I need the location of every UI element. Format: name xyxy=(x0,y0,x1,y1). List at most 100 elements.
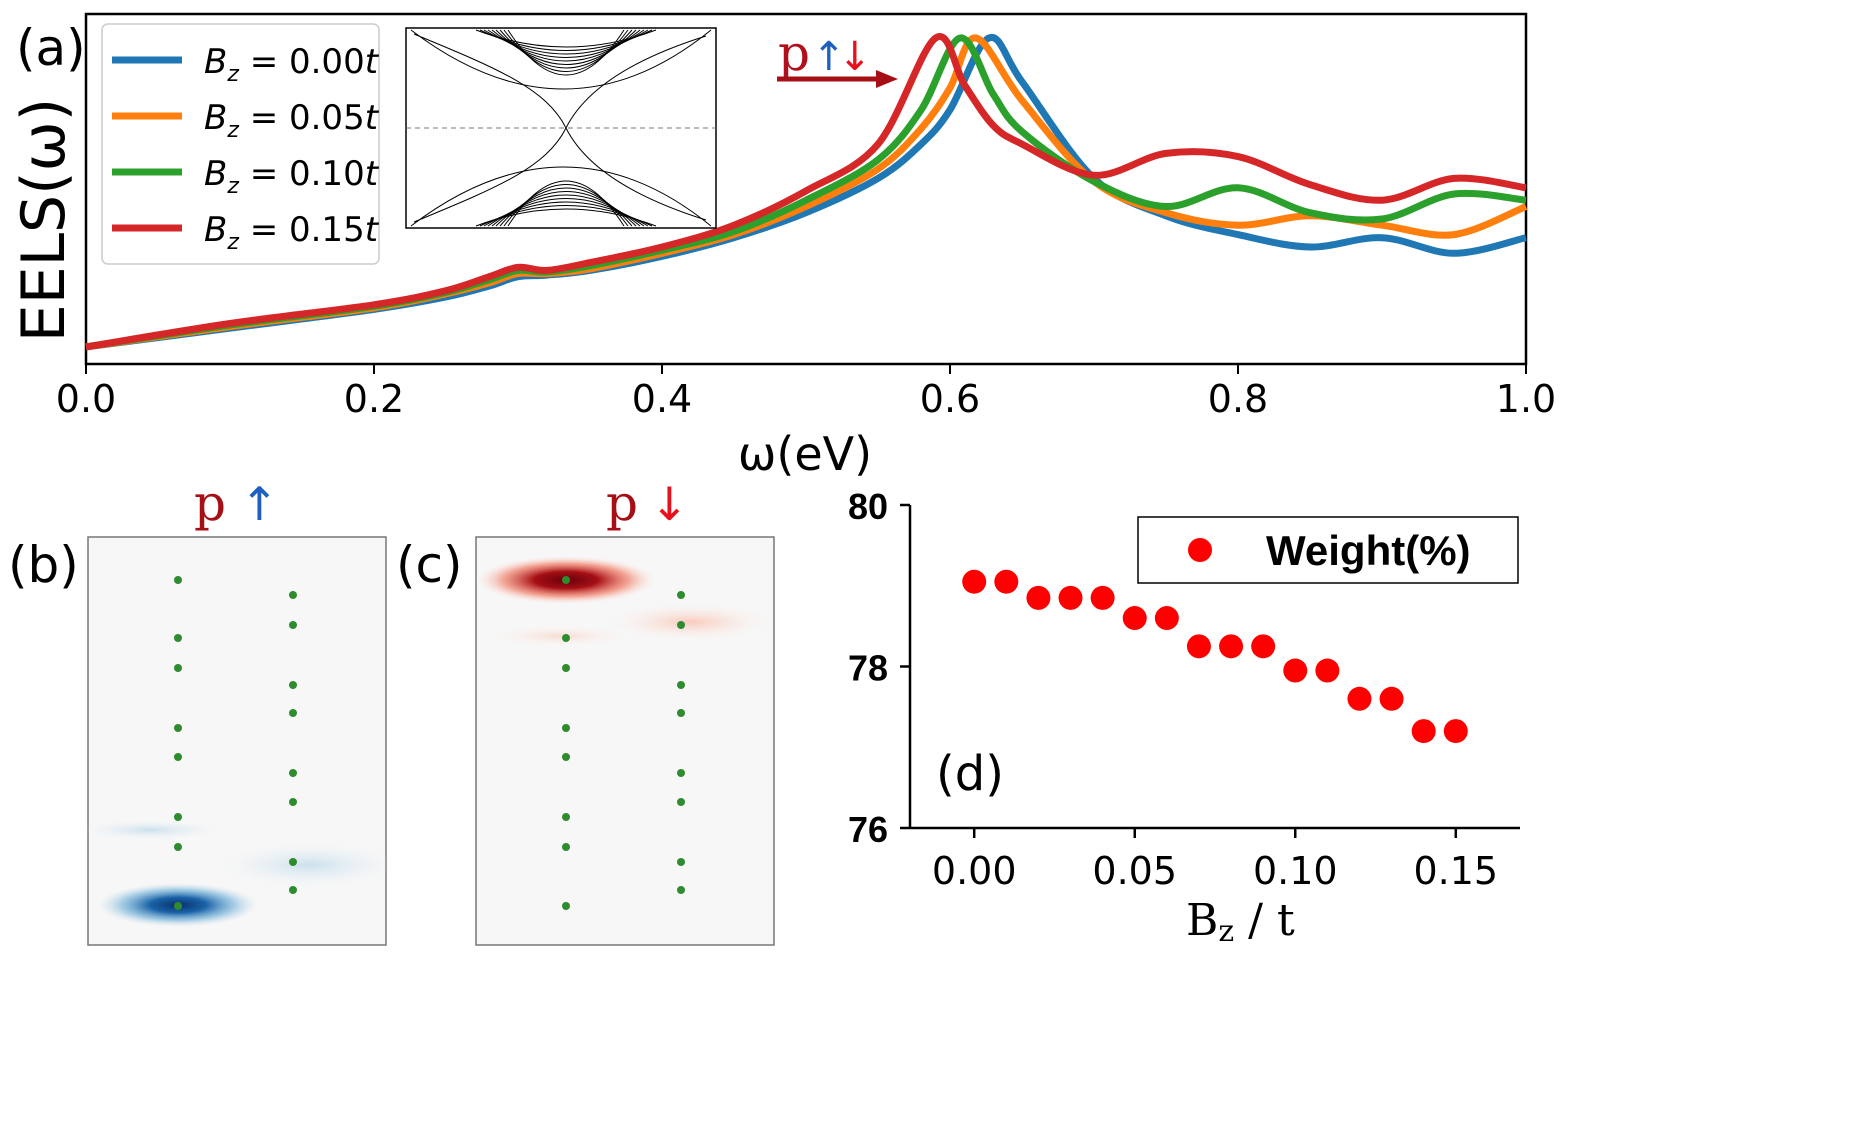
lattice-site xyxy=(174,813,182,821)
legend-label-bz-0.05: Bz = 0.05t xyxy=(204,98,380,143)
inset-bulk-band xyxy=(495,191,637,227)
weight-point xyxy=(1411,719,1436,744)
panel-d-xlabel: Bz / t xyxy=(1186,895,1295,949)
panel-d-legend-marker xyxy=(1188,538,1212,562)
inset-bulk-band xyxy=(503,184,629,227)
lattice-site xyxy=(677,858,685,866)
weight-point xyxy=(994,569,1019,594)
panel-a-ylabel: EELS(ω) xyxy=(9,98,79,342)
panel-c-label: (c) xyxy=(396,536,463,594)
lattice-site xyxy=(677,886,685,894)
panel-b-title-arrow: ↑ xyxy=(240,477,279,531)
d-y-tick-label: 76 xyxy=(848,809,888,850)
x-tick-label: 0.6 xyxy=(920,377,980,421)
panel-c-title-p: p xyxy=(606,474,638,532)
panel-d-plot: 76 78 80 0.00 0.05 0.10 0.15 Weight(%) (d) xyxy=(848,486,1520,893)
lattice-site xyxy=(562,576,570,584)
x-tick-label: 1.0 xyxy=(1496,377,1556,421)
panel-b-title-p: p xyxy=(194,474,226,532)
weight-point xyxy=(1154,606,1179,631)
x-tick-label: 0.0 xyxy=(56,377,116,421)
panel-b-faint-lobe xyxy=(220,843,400,887)
inset-bulk-band xyxy=(491,29,641,62)
weight-point xyxy=(1443,719,1468,744)
panel-b-label: (b) xyxy=(8,536,79,594)
panel-c-faint-lobe xyxy=(610,604,770,640)
panel-c-title-arrow: ↓ xyxy=(650,477,689,531)
inset-bulk-band xyxy=(503,29,629,72)
annotation-arrow-head xyxy=(876,70,898,88)
weight-point xyxy=(1026,585,1051,610)
inset-bulk-band xyxy=(410,29,712,90)
lattice-site xyxy=(562,753,570,761)
d-y-tick-label: 78 xyxy=(848,648,888,689)
panel-c-faint-lobe-2 xyxy=(490,626,630,646)
lattice-site xyxy=(289,591,297,599)
lattice-site xyxy=(174,576,182,584)
panel-c-frame xyxy=(475,536,775,946)
panel-d-legend-label: Weight(%) xyxy=(1266,527,1471,574)
band-structure-inset xyxy=(405,27,717,229)
lattice-site xyxy=(174,634,182,642)
panel-a-plot: 0.0 0.2 0.4 0.6 0.8 1.0 xyxy=(56,12,1556,421)
weight-point xyxy=(1090,585,1115,610)
annotation-up-arrow: ↑ xyxy=(812,34,846,80)
lattice-site xyxy=(174,843,182,851)
legend-box xyxy=(101,23,380,265)
series-line-bz-0.15 xyxy=(85,33,1527,351)
weight-point xyxy=(1315,658,1340,683)
lattice-site xyxy=(562,724,570,732)
lattice-site xyxy=(677,769,685,777)
weight-point xyxy=(1186,634,1211,659)
lattice-site xyxy=(677,681,685,689)
inset-bulk-band xyxy=(507,29,625,76)
lattice-site xyxy=(289,886,297,894)
lattice-site xyxy=(174,753,182,761)
panel-c-heatmap xyxy=(475,536,775,946)
panel-a-label: (a) xyxy=(16,19,86,77)
weight-point xyxy=(1219,634,1244,659)
lattice-site xyxy=(562,843,570,851)
weight-point xyxy=(1379,686,1404,711)
lattice-site xyxy=(562,902,570,910)
weight-point xyxy=(1251,634,1276,659)
inset-bulk-band xyxy=(507,180,625,227)
panel-a-xlabel: ω(eV) xyxy=(738,427,872,481)
panel-d-label: (d) xyxy=(936,746,1004,802)
panel-a-axes-frame xyxy=(84,12,1528,366)
lattice-site xyxy=(677,709,685,717)
legend-label-bz-0.00: Bz = 0.00t xyxy=(204,42,380,87)
lattice-site xyxy=(174,902,182,910)
weight-point xyxy=(1058,585,1083,610)
lattice-site xyxy=(289,709,297,717)
lattice-site xyxy=(562,813,570,821)
lattice-site xyxy=(289,798,297,806)
lattice-site xyxy=(562,664,570,672)
legend-label-bz-0.10: Bz = 0.10t xyxy=(204,154,380,199)
lattice-site xyxy=(289,769,297,777)
panel-a-legend: Bz = 0.00t Bz = 0.05t Bz = 0.10t Bz = 0.15t xyxy=(101,23,380,265)
panel-d-xlabel-main: B xyxy=(1186,895,1218,946)
d-x-tick-label: 0.10 xyxy=(1253,849,1338,893)
lattice-site xyxy=(677,621,685,629)
weight-point xyxy=(1122,606,1147,631)
x-tick-label: 0.2 xyxy=(344,377,404,421)
lattice-site xyxy=(289,621,297,629)
d-x-tick-label: 0.15 xyxy=(1413,849,1498,893)
x-tick-label: 0.4 xyxy=(632,377,692,421)
x-tick-label: 0.8 xyxy=(1208,377,1268,421)
d-y-tick-label: 80 xyxy=(848,486,888,527)
weight-point xyxy=(1283,658,1308,683)
lattice-site xyxy=(174,724,182,732)
d-x-tick-label: 0.00 xyxy=(932,849,1017,893)
lattice-site xyxy=(677,591,685,599)
inset-bulk-band xyxy=(495,29,637,65)
d-x-tick-label: 0.05 xyxy=(1092,849,1177,893)
weight-point xyxy=(1347,686,1372,711)
panel-d-xlabel-suffix: / t xyxy=(1234,895,1295,946)
weight-point xyxy=(962,569,987,594)
annotation-p: p xyxy=(778,24,810,82)
inset-edge-band xyxy=(413,35,707,223)
inset-bulk-band xyxy=(499,29,633,69)
